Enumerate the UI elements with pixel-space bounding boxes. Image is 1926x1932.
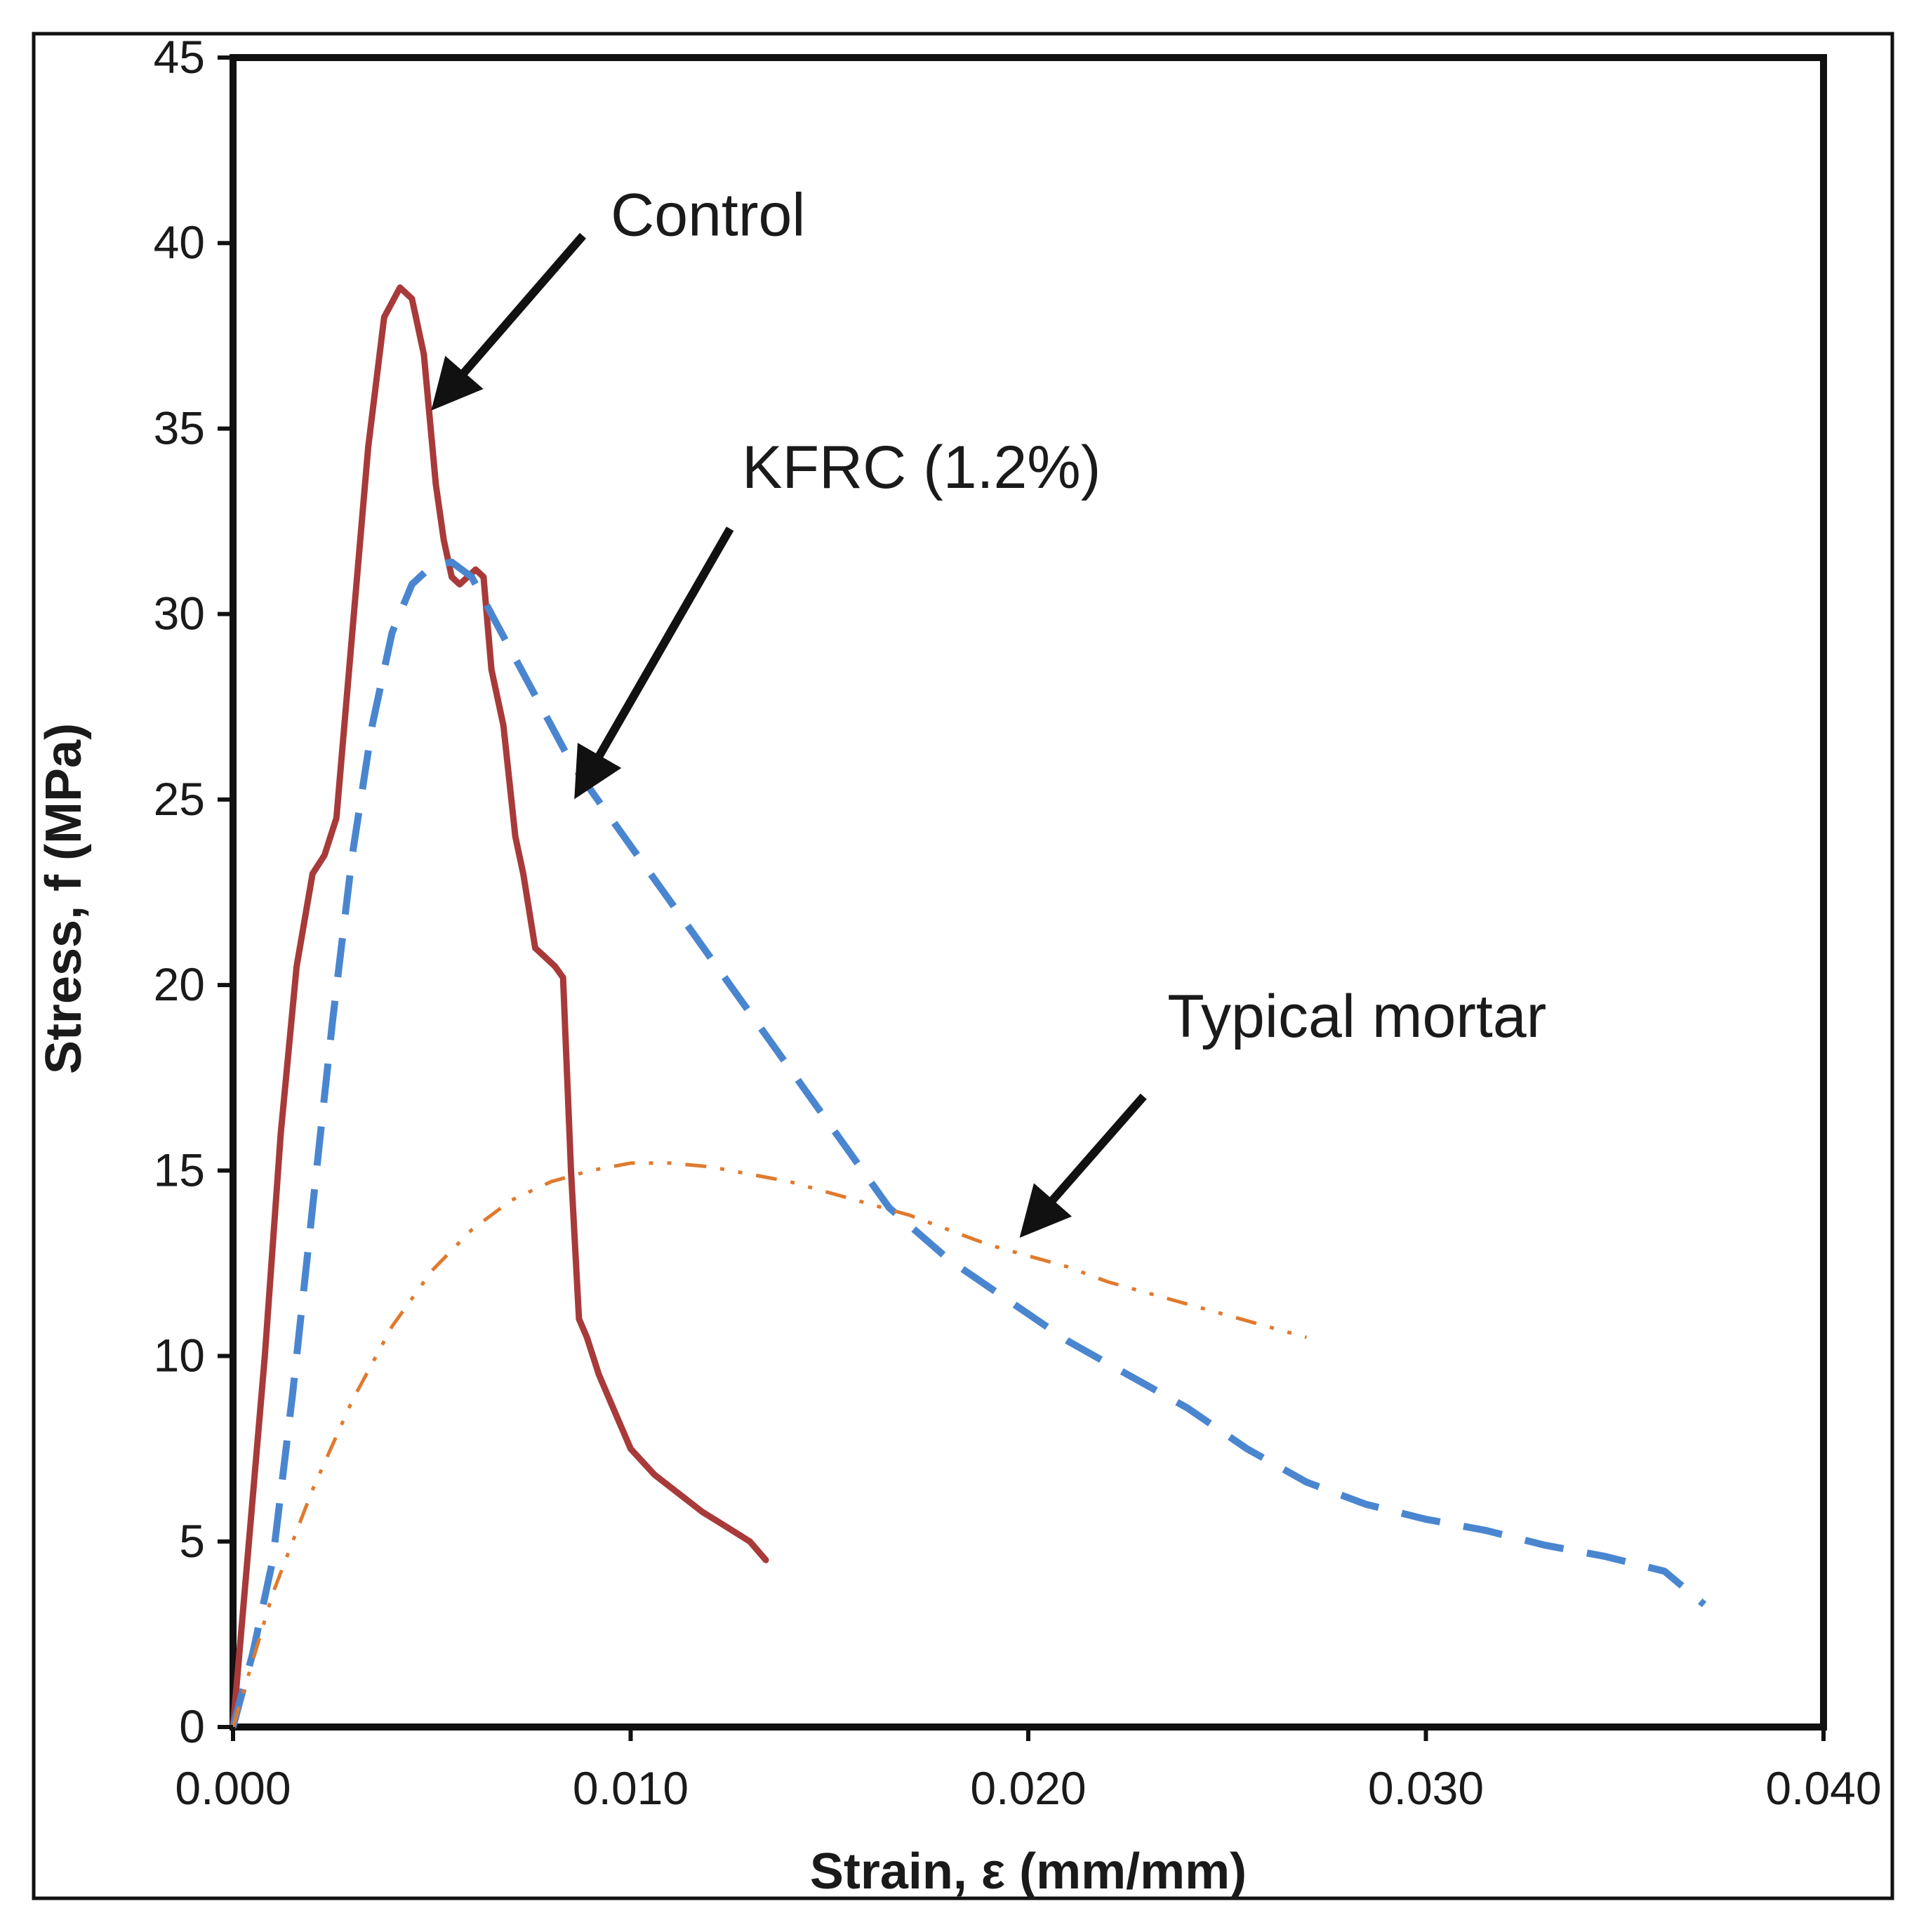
x-tick-label: 0.020 [970,1762,1086,1814]
y-tick-label: 40 [154,216,205,268]
series-line-control [230,284,769,1731]
plot-area [230,54,1827,1731]
x-tick-label: 0.040 [1765,1762,1881,1814]
y-tick-label: 30 [154,588,205,640]
y-tick-label: 15 [154,1144,205,1196]
series-layer [230,284,1707,1731]
x-axis-title: Strain, ε (mm/mm) [810,1844,1247,1900]
x-axis: 0.000 0.010 0.020 0.030 0.040 [175,1727,1882,1814]
annotation-label-kfrc-1-2: KFRC (1.2%) [742,434,1101,501]
annotation-layer: Control KFRC (1.2%) Typical mortar [431,182,1546,1238]
annotation-arrow-typical-mortar [1019,1093,1147,1238]
x-tick-label: 0.010 [573,1762,689,1814]
annotation-arrow-control [431,232,587,411]
y-tick-label: 10 [154,1330,205,1382]
annotation-label-control: Control [611,182,805,249]
series-line-typical-mortar [231,1161,1308,1728]
x-tick-label: 0.030 [1368,1762,1484,1814]
y-axis: 0 5 10 15 20 25 30 35 40 45 [154,31,233,1752]
y-tick-label: 20 [154,958,205,1010]
x-tick-label: 0.000 [175,1762,291,1814]
annotation-label-typical-mortar: Typical mortar [1167,983,1546,1050]
y-tick-label: 25 [154,773,205,825]
y-axis-title: Stress, f (MPa) [36,723,92,1074]
y-tick-label: 35 [154,402,205,454]
y-tick-label: 45 [154,31,205,83]
y-tick-label: 5 [179,1515,205,1567]
annotation-arrow-kfrc-1-2 [574,527,734,800]
y-tick-label: 0 [179,1700,205,1752]
series-line-kfrc-1-2 [230,558,1707,1728]
